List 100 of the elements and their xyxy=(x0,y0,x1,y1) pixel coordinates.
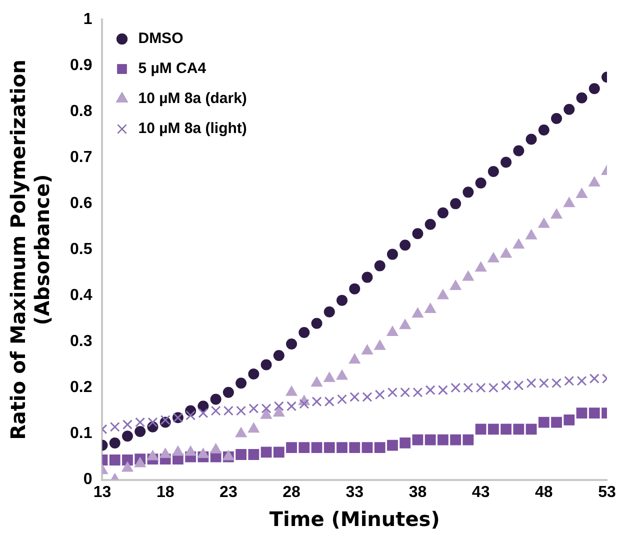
point xyxy=(538,416,550,428)
point xyxy=(552,378,562,388)
point xyxy=(475,424,486,435)
point xyxy=(512,238,524,249)
point xyxy=(437,207,448,218)
point xyxy=(550,208,562,219)
point xyxy=(475,262,487,272)
point xyxy=(387,387,398,398)
point xyxy=(273,406,285,417)
point xyxy=(273,350,284,362)
point xyxy=(134,426,146,437)
point xyxy=(273,446,284,458)
y-tick-label: 0.3 xyxy=(70,333,92,350)
point xyxy=(362,442,373,454)
point xyxy=(148,417,158,428)
point xyxy=(109,454,120,466)
point xyxy=(350,392,360,402)
point xyxy=(437,289,449,300)
point xyxy=(324,442,335,454)
point xyxy=(336,442,348,454)
point xyxy=(261,403,272,414)
legend-label: 10 µM 8a (dark) xyxy=(138,90,247,108)
point xyxy=(576,92,588,104)
y-tick-label: 0 xyxy=(83,471,92,488)
point xyxy=(324,306,335,318)
point xyxy=(526,229,537,240)
x-tick-label: 28 xyxy=(282,484,301,501)
point xyxy=(198,400,209,412)
point xyxy=(462,186,474,198)
y-tick-label: 0.8 xyxy=(70,103,92,120)
point xyxy=(564,104,575,115)
x-tick-label: 33 xyxy=(346,484,364,501)
point xyxy=(311,376,322,387)
point xyxy=(286,386,298,396)
y-axis-title: Ratio of Maximum Polymerization (Absorbance) xyxy=(6,59,54,440)
point xyxy=(475,177,486,188)
point xyxy=(109,437,120,448)
point xyxy=(172,446,184,456)
point xyxy=(222,386,234,398)
x-tick-label: 13 xyxy=(93,484,112,501)
point xyxy=(450,434,462,446)
point xyxy=(463,382,474,393)
point xyxy=(400,387,410,398)
point xyxy=(286,338,298,350)
point xyxy=(298,327,310,338)
point xyxy=(110,422,120,432)
point xyxy=(235,427,247,438)
point xyxy=(387,440,398,451)
point xyxy=(438,434,448,446)
x-axis-title: Time (Minutes) xyxy=(269,507,440,532)
legend-label: 5 µM CA4 xyxy=(138,60,206,78)
point xyxy=(374,260,386,272)
y-tick-label: 0.4 xyxy=(70,287,92,304)
point xyxy=(349,442,360,454)
y-tick-label: 0.9 xyxy=(70,57,92,74)
point xyxy=(312,396,322,407)
point xyxy=(551,416,562,428)
point xyxy=(260,408,272,419)
point xyxy=(588,83,600,94)
point xyxy=(564,414,575,426)
point xyxy=(386,326,398,336)
point xyxy=(386,248,398,260)
point xyxy=(362,392,372,402)
point xyxy=(324,372,336,382)
point xyxy=(399,319,411,330)
point xyxy=(462,434,474,446)
point xyxy=(248,449,260,460)
y-tick-label: 0.6 xyxy=(70,195,92,212)
point xyxy=(362,344,373,354)
point xyxy=(122,454,133,466)
x-tick-label: 38 xyxy=(408,484,427,501)
x-tick-label: 18 xyxy=(156,484,174,501)
point xyxy=(563,197,575,208)
point xyxy=(134,457,146,468)
point xyxy=(438,385,448,396)
point xyxy=(184,446,196,456)
point xyxy=(336,370,348,380)
point xyxy=(588,176,600,186)
point xyxy=(362,272,373,283)
point xyxy=(311,318,322,329)
point xyxy=(488,382,498,393)
point xyxy=(526,424,537,435)
point xyxy=(298,442,310,454)
y-tick-label: 0.5 xyxy=(70,241,92,258)
point xyxy=(286,442,297,454)
point xyxy=(260,446,272,458)
point xyxy=(210,406,221,416)
point xyxy=(576,188,588,198)
point xyxy=(236,378,247,389)
point xyxy=(210,394,222,405)
point xyxy=(337,394,347,404)
point xyxy=(122,420,132,430)
point xyxy=(274,401,284,412)
point xyxy=(198,408,208,418)
point xyxy=(514,380,524,390)
point xyxy=(450,198,462,210)
point xyxy=(374,442,386,454)
point xyxy=(412,308,424,318)
legend-label: DMSO xyxy=(138,30,184,48)
point xyxy=(488,166,499,177)
